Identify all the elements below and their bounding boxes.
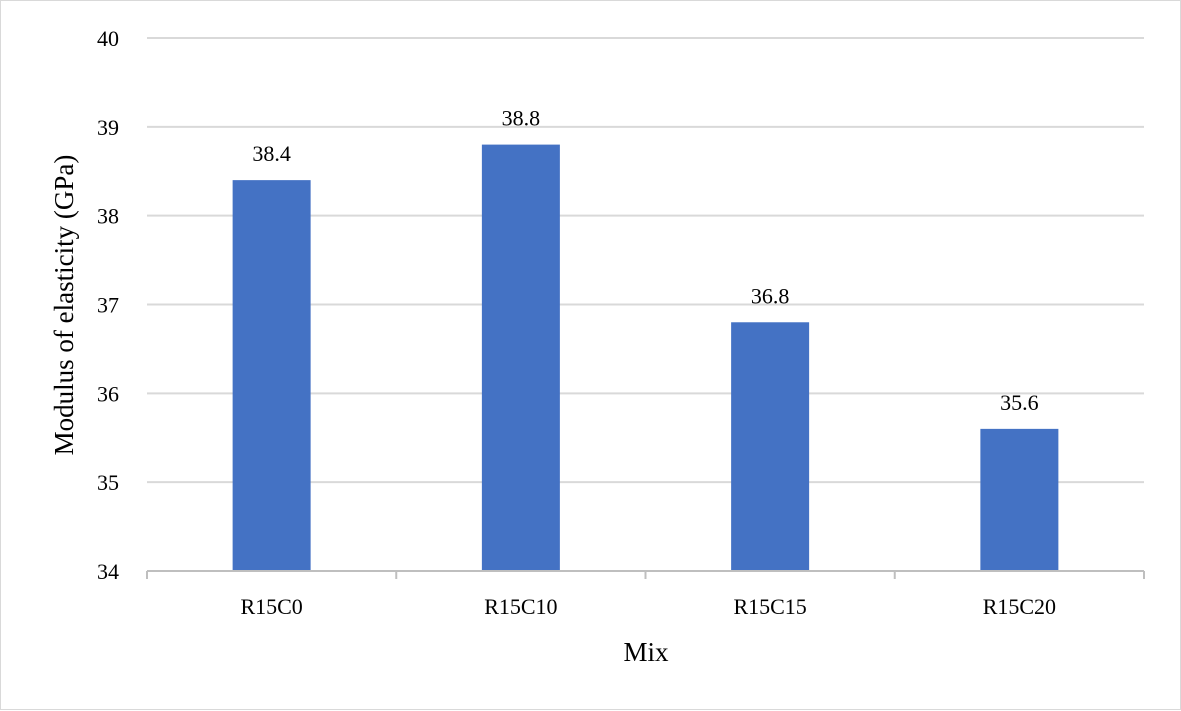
- y-tick-label: 38: [97, 204, 119, 229]
- bar: [980, 428, 1059, 571]
- x-tick-labels: R15C0 R15C10 R15C15 R15C20: [240, 594, 1056, 619]
- data-labels: 38.4 38.8 36.8 35.6: [252, 106, 1038, 415]
- bar: [232, 180, 311, 571]
- y-tick-label: 35: [97, 470, 119, 495]
- data-label: 38.4: [252, 141, 291, 166]
- y-tick-label: 34: [97, 559, 119, 584]
- x-tick-label: R15C10: [484, 594, 557, 619]
- y-tick-label: 39: [97, 115, 119, 140]
- data-label: 38.8: [502, 106, 541, 131]
- bar: [481, 144, 560, 571]
- x-axis: [146, 570, 1145, 579]
- y-tick-label: 40: [97, 26, 119, 51]
- gridlines: [147, 37, 1144, 484]
- x-tick-label: R15C20: [983, 594, 1056, 619]
- y-tick-label: 37: [97, 293, 119, 318]
- x-axis-title: Mix: [623, 637, 669, 667]
- x-tick-label: R15C0: [240, 594, 302, 619]
- x-tick-label: R15C15: [733, 594, 806, 619]
- y-axis-title: Modulus of elasticity (GPa): [49, 155, 79, 456]
- data-label: 36.8: [751, 283, 790, 308]
- y-tick-labels: 34 35 36 37 38 39 40: [97, 26, 119, 584]
- y-tick-label: 36: [97, 381, 119, 406]
- bar: [731, 322, 810, 571]
- data-label: 35.6: [1000, 390, 1039, 415]
- bars: [232, 144, 1059, 571]
